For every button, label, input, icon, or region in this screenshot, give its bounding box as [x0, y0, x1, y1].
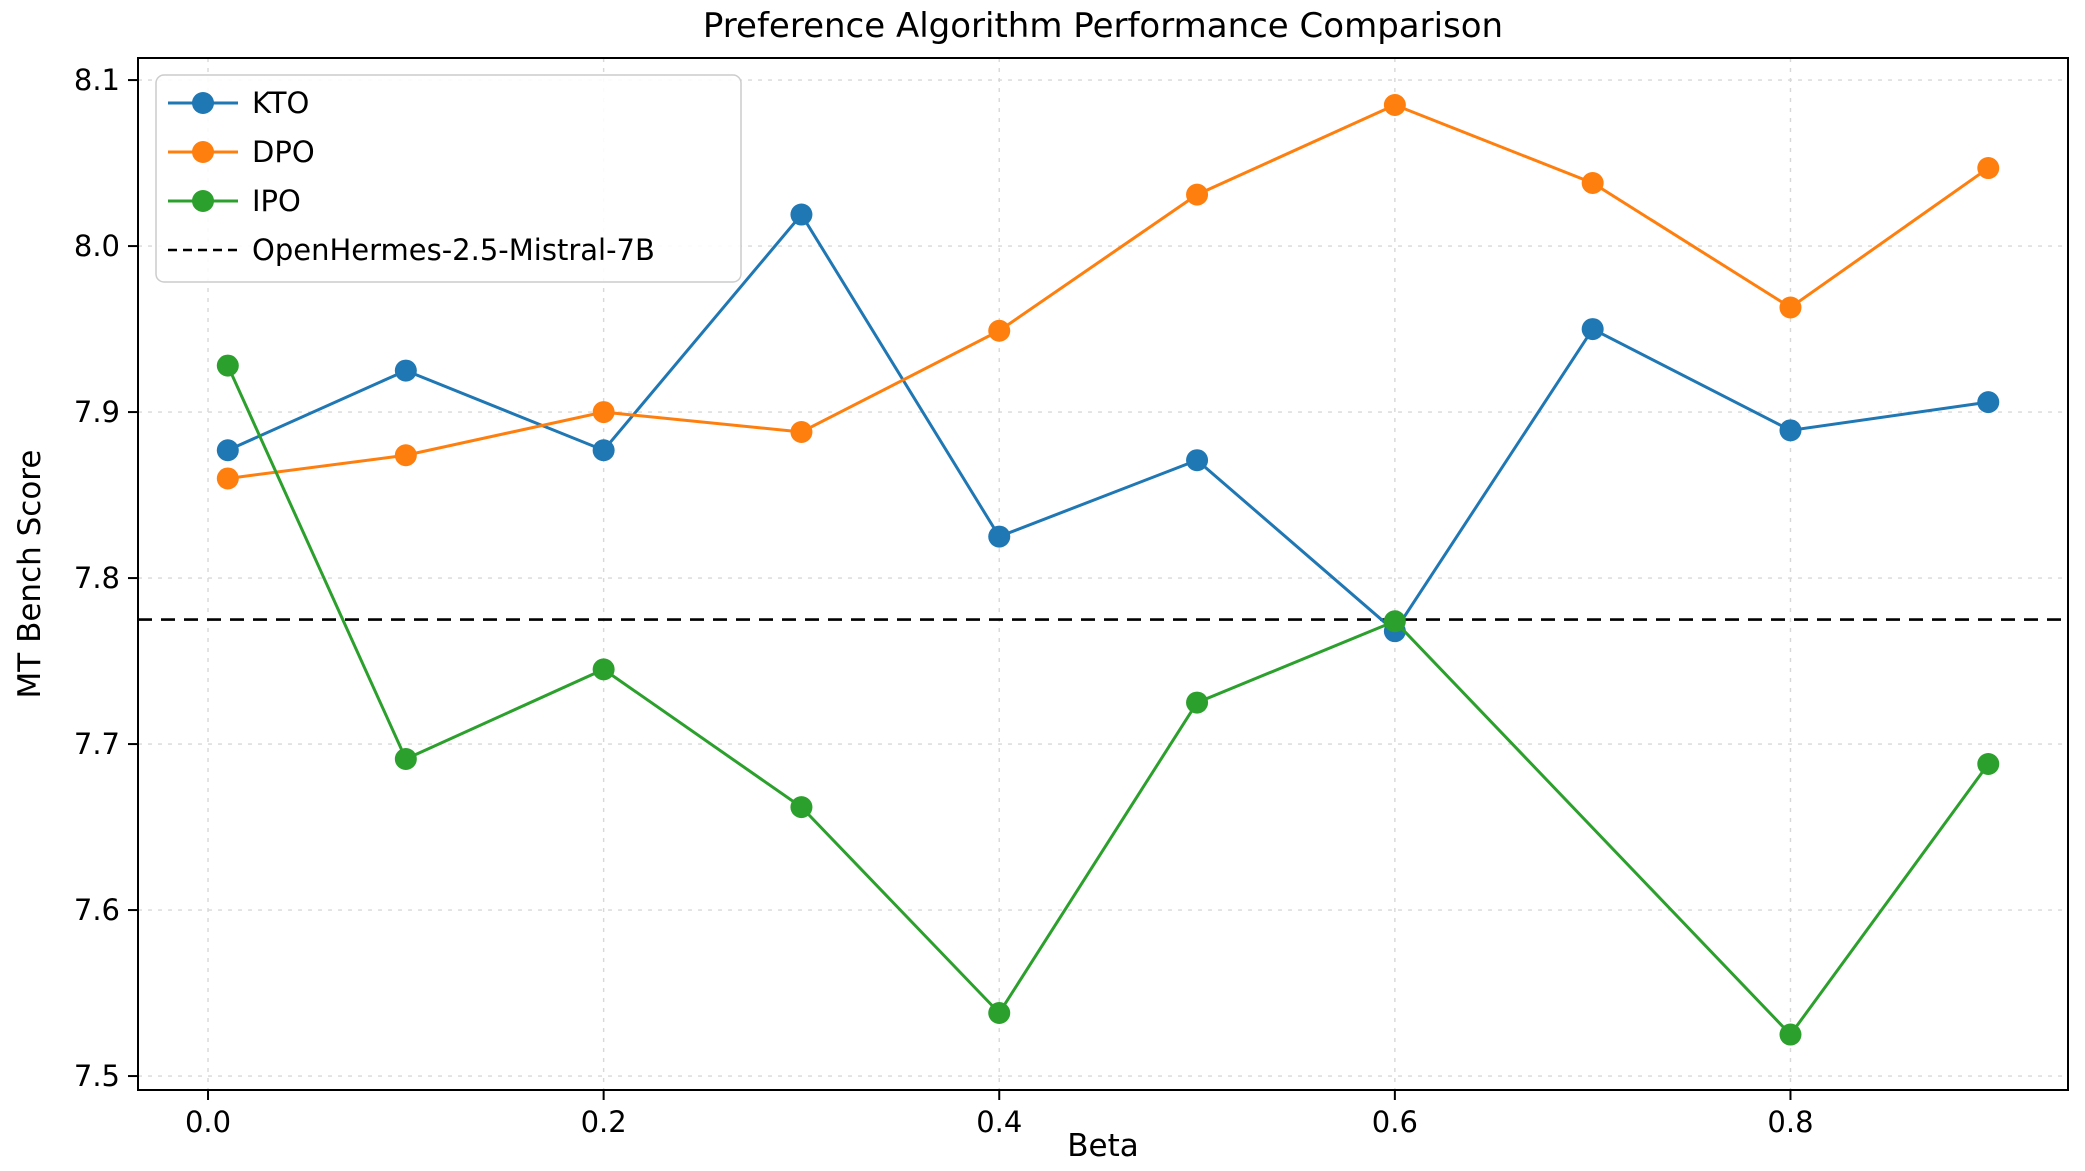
y-tick-label: 8.0 [74, 229, 120, 263]
data-point-kto [790, 203, 813, 226]
legend-label-baseline: OpenHermes-2.5-Mistral-7B [252, 233, 655, 267]
legend-label-kto: KTO [252, 86, 309, 120]
data-point-dpo [216, 467, 239, 490]
y-tick-label: 8.1 [74, 63, 120, 97]
chart-title: Preference Algorithm Performance Compari… [702, 6, 1504, 46]
data-point-kto [1779, 419, 1802, 442]
legend-label-ipo: IPO [252, 184, 301, 218]
data-point-ipo [394, 748, 417, 771]
y-tick-label: 7.7 [74, 727, 120, 761]
data-point-kto [988, 525, 1011, 548]
data-point-ipo [592, 658, 615, 681]
legend-marker-kto [192, 92, 214, 114]
data-point-kto [1186, 449, 1209, 472]
y-tick-label: 7.9 [74, 395, 120, 429]
data-point-kto [216, 439, 239, 462]
y-tick-label: 7.6 [74, 893, 120, 927]
data-point-kto [394, 359, 417, 382]
data-point-dpo [1977, 157, 2000, 180]
x-tick-label: 0.8 [1767, 1105, 1813, 1139]
y-tick-label: 7.8 [74, 561, 120, 595]
data-point-dpo [988, 319, 1011, 342]
x-tick-label: 0.2 [581, 1105, 627, 1139]
data-point-ipo [1779, 1023, 1802, 1046]
data-point-ipo [790, 796, 813, 819]
data-point-dpo [790, 420, 813, 443]
data-point-ipo [1977, 752, 2000, 775]
legend-label-dpo: DPO [252, 135, 315, 169]
series-line-ipo [226, 364, 1990, 1037]
data-point-kto [1977, 391, 2000, 414]
data-point-dpo [592, 401, 615, 424]
data-point-ipo [988, 1001, 1011, 1024]
series-line-kto [227, 211, 1989, 634]
data-point-ipo [1383, 610, 1406, 633]
legend-box [155, 74, 742, 283]
data-point-kto [1581, 318, 1604, 341]
data-point-ipo [216, 354, 239, 377]
legend-marker-dpo [192, 141, 214, 163]
series-line-dpo [227, 103, 1990, 480]
x-tick-label: 0.6 [1372, 1105, 1418, 1139]
data-point-dpo [1383, 93, 1406, 116]
legend-marker-ipo [192, 190, 214, 212]
data-point-dpo [394, 444, 417, 467]
data-point-dpo [1186, 183, 1209, 206]
y-tick-label: 7.5 [74, 1059, 120, 1093]
data-point-dpo [1779, 296, 1802, 319]
x-tick-label: 0.0 [185, 1105, 231, 1139]
x-tick-label: 0.4 [976, 1105, 1022, 1139]
plot-border [137, 57, 2069, 1091]
data-point-dpo [1581, 171, 1604, 194]
data-point-kto [592, 439, 615, 462]
data-point-ipo [1186, 691, 1209, 714]
x-axis-label: Beta [1067, 1128, 1139, 1164]
